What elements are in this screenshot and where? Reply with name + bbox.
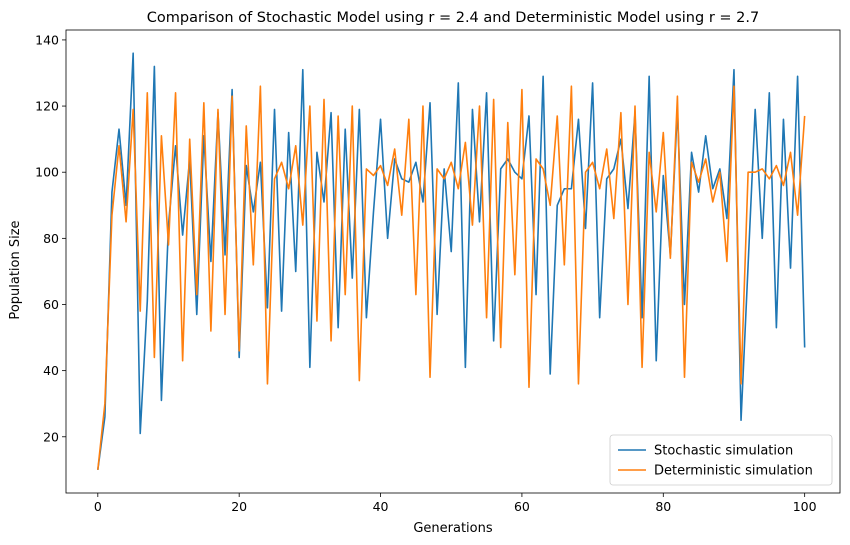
- x-tick-label: 40: [373, 499, 389, 514]
- x-tick-label: 0: [94, 499, 102, 514]
- x-tick-label: 80: [655, 499, 671, 514]
- y-tick-label: 100: [35, 165, 59, 180]
- y-tick-label: 140: [35, 32, 59, 47]
- plot-frame: [65, 29, 841, 494]
- x-tick-label: 60: [514, 499, 530, 514]
- y-tick-label: 60: [43, 297, 59, 312]
- plot-area: [97, 52, 806, 470]
- y-axis-label: Population Size: [8, 220, 23, 319]
- series-line-deterministic: [97, 85, 806, 470]
- legend-label: Deterministic simulation: [654, 464, 813, 479]
- x-tick-label: 20: [231, 499, 247, 514]
- x-axis-ticks: 0 20 40 60 80 100: [94, 493, 817, 514]
- chart-title: Comparison of Stochastic Model using r =…: [147, 10, 759, 26]
- y-tick-label: 120: [35, 99, 59, 114]
- y-tick-label: 40: [43, 363, 59, 378]
- y-axis-ticks: 20 40 60 80 100 120 140: [35, 32, 66, 444]
- x-axis-label: Generations: [413, 521, 493, 536]
- y-tick-label: 20: [43, 429, 59, 444]
- legend-box: [609, 434, 833, 486]
- y-tick-label: 80: [43, 231, 59, 246]
- legend: Stochastic simulation Deterministic simul…: [609, 434, 833, 486]
- x-tick-label: 100: [793, 499, 817, 514]
- legend-label: Stochastic simulation: [654, 444, 793, 459]
